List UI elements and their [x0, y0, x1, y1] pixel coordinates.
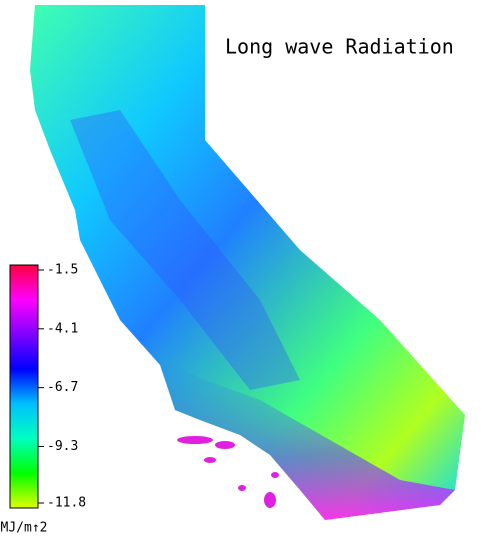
state-shape	[30, 5, 465, 520]
colorbar-unit: MJ/m↑2	[1, 521, 48, 536]
central-valley-shade	[70, 110, 300, 390]
colorbar	[9, 264, 39, 509]
colorbar-tick-label: -1.5	[47, 263, 78, 278]
south-coast-shade	[160, 360, 455, 520]
colorbar-tick-label: -9.3	[47, 439, 78, 454]
california	[30, 5, 465, 520]
colorbar-tick-label: -4.1	[47, 321, 78, 336]
islands	[177, 436, 279, 508]
map-title: Long wave Radiation	[225, 35, 454, 59]
colorbar-tick-label: -11.8	[47, 496, 86, 511]
colorbar-tick-label: -6.7	[47, 380, 78, 395]
